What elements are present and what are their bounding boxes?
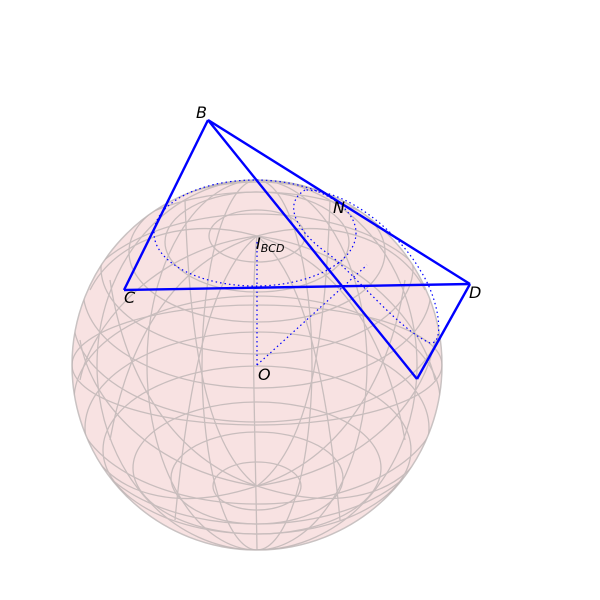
label-b: B — [196, 103, 207, 122]
label-c: C — [124, 288, 136, 307]
label-incenter-sub: BCD — [261, 242, 285, 255]
label-n: N — [333, 198, 345, 217]
label-d: D — [469, 283, 481, 302]
label-o: O — [258, 365, 271, 384]
